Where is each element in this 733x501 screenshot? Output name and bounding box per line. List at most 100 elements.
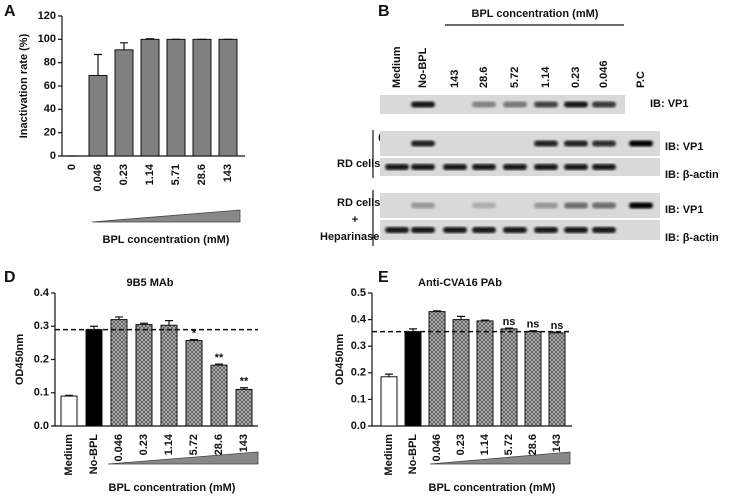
- x-tick-label: 0.23: [455, 434, 467, 455]
- x-tick-label: 5.72: [503, 434, 515, 455]
- blot-band: [411, 202, 435, 209]
- y-tick-label: 120: [38, 10, 56, 22]
- x-tick-label: 0.046: [113, 434, 125, 462]
- blot-band: [534, 227, 558, 233]
- row-label: IB: VP1: [665, 204, 704, 216]
- annotation: ns: [503, 316, 516, 328]
- concentration-wedge: [107, 451, 259, 465]
- blot-band: [472, 101, 496, 108]
- error-bar: [115, 316, 123, 320]
- error-bar: [215, 363, 223, 366]
- blot-band: [592, 101, 616, 108]
- blot-band: [592, 140, 616, 147]
- y-tick-label: 0.0: [34, 420, 49, 432]
- lane-label: 0.23: [570, 67, 582, 88]
- x-tick-label: No-BPL: [407, 434, 419, 475]
- x-tick-label: 28.6: [213, 434, 225, 455]
- concentration-wedge: [429, 451, 571, 465]
- bar: [192, 38, 212, 157]
- blot-band: [411, 164, 435, 170]
- bar: [210, 364, 228, 427]
- y-tick-label: 20: [44, 127, 56, 139]
- bar: [88, 75, 108, 157]
- x-tick-label: 1.14: [163, 433, 175, 455]
- panel-label: E: [378, 269, 389, 286]
- bar: [476, 320, 494, 427]
- blot-band: [592, 202, 616, 209]
- bar: [500, 328, 518, 427]
- group-label: RD cells: [337, 158, 380, 170]
- bar: [110, 319, 128, 427]
- y-axis-label: Inactivation rate (%): [18, 33, 30, 138]
- lane-label: No-BPL: [417, 47, 429, 88]
- annotation: **: [240, 376, 249, 388]
- x-axis-label: BPL concentration (mM): [109, 482, 236, 494]
- x-tick-label: 5.72: [188, 434, 200, 455]
- group-label: Heparinase III: [320, 231, 392, 243]
- x-tick-label: 143: [551, 434, 563, 452]
- error-bar: [481, 319, 489, 321]
- bar: [185, 340, 203, 427]
- bar: [60, 395, 78, 427]
- chart-title: Anti-CVA16 PAb: [418, 277, 502, 289]
- panel-label: B: [378, 3, 390, 20]
- x-tick-label: 1.14: [479, 433, 491, 455]
- blot-band: [564, 164, 588, 170]
- x-tick-label: 0.23: [138, 434, 150, 455]
- x-axis-label: BPL concentration (mM): [103, 234, 230, 246]
- x-tick-label: 0.046: [431, 434, 443, 462]
- bar: [452, 319, 470, 427]
- bar: [140, 38, 160, 157]
- row-label: IB: VP1: [665, 141, 704, 153]
- lane-label: 5.72: [509, 67, 521, 88]
- annotation: **: [215, 352, 224, 364]
- y-tick-label: 0.1: [34, 387, 49, 399]
- bar: [85, 329, 103, 427]
- y-tick-label: 0.3: [34, 320, 49, 332]
- panel-label: A: [4, 3, 16, 20]
- blot-band: [564, 227, 588, 233]
- chart-title: 9B5 MAb: [126, 277, 173, 289]
- bar: [166, 38, 186, 157]
- y-tick-label: 60: [44, 80, 56, 92]
- row-label: IB: β-actin: [665, 169, 719, 181]
- blot-band: [629, 140, 653, 147]
- blot-band: [443, 164, 467, 170]
- blot-band: [385, 164, 409, 170]
- blot-band: [443, 227, 467, 233]
- x-tick-label: Medium: [383, 434, 395, 476]
- lane-label: Medium: [391, 46, 403, 88]
- blot-band: [534, 101, 558, 108]
- error-bar: [65, 394, 73, 397]
- row-label: IB: β-actin: [665, 232, 719, 244]
- blot-membrane: [380, 95, 625, 114]
- x-tick-label: 28.6: [527, 434, 539, 455]
- bar: [114, 49, 134, 157]
- y-axis-label: OD450nm: [334, 334, 346, 386]
- y-tick-label: 0.3: [351, 340, 366, 352]
- blot-header: BPL concentration (mM): [472, 8, 599, 20]
- y-tick-label: 0.4: [34, 287, 50, 299]
- x-tick-label: 143: [222, 164, 234, 182]
- blot-band: [564, 140, 588, 147]
- blot-band: [534, 202, 558, 209]
- error-bar: [457, 315, 465, 320]
- lane-label: 28.6: [478, 67, 490, 88]
- blot-band: [411, 140, 435, 147]
- panel-label: D: [4, 269, 16, 286]
- blot-band: [629, 202, 653, 209]
- error-bar: [94, 53, 102, 76]
- error-bar: [90, 325, 98, 330]
- error-bar: [140, 322, 148, 325]
- annotation: ns: [551, 320, 564, 332]
- blot-band: [534, 164, 558, 170]
- blot-band: [472, 202, 496, 209]
- blot-band: [564, 202, 588, 209]
- y-tick-label: 0.1: [351, 393, 366, 405]
- bar: [548, 332, 566, 427]
- y-axis-label: OD450nm: [14, 334, 26, 386]
- y-tick-label: 40: [44, 103, 56, 115]
- y-tick-label: 0: [50, 150, 56, 162]
- lane-label: P.C: [635, 71, 647, 88]
